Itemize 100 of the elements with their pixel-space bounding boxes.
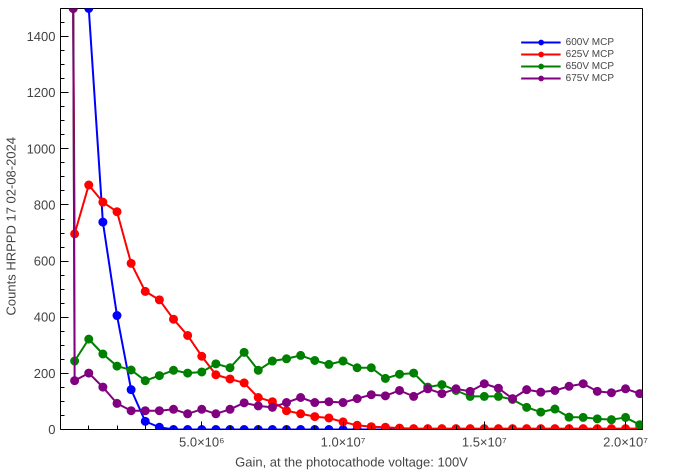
point	[564, 382, 574, 391]
point	[437, 389, 446, 398]
point	[621, 412, 630, 422]
point	[112, 398, 122, 408]
point	[536, 408, 546, 417]
point	[183, 330, 192, 340]
y-tick-label: 400	[34, 310, 56, 325]
point	[366, 363, 376, 372]
point	[169, 314, 178, 324]
point	[254, 393, 263, 402]
x-axis-title: Gain, at the photocathode voltage: 100V	[235, 454, 468, 470]
x-tick-label: 2.0×10⁷	[603, 434, 648, 450]
point	[522, 402, 532, 412]
point	[282, 398, 292, 408]
point	[578, 379, 588, 388]
point	[352, 420, 362, 430]
point	[494, 392, 503, 401]
point	[154, 406, 164, 416]
point	[480, 379, 489, 388]
point	[338, 398, 348, 408]
point	[380, 422, 390, 430]
point	[169, 404, 178, 414]
point	[197, 352, 206, 361]
point	[211, 409, 220, 418]
point	[197, 404, 206, 414]
point	[550, 404, 560, 414]
point	[84, 368, 94, 378]
point	[338, 356, 348, 366]
point	[140, 406, 150, 416]
x-tick-label: 5.0×10⁶	[179, 434, 225, 450]
point	[296, 350, 306, 360]
point	[226, 404, 235, 414]
point	[296, 393, 306, 402]
point	[310, 398, 320, 408]
legend-label: 600V MCP	[566, 36, 614, 48]
point	[126, 406, 136, 416]
legend-label: 650V MCP	[566, 60, 614, 72]
point	[592, 386, 602, 396]
point	[140, 416, 150, 426]
point	[226, 363, 235, 372]
point	[70, 376, 80, 386]
point	[324, 397, 334, 406]
point	[352, 363, 362, 372]
point	[98, 198, 108, 207]
point	[154, 295, 164, 304]
point	[240, 348, 249, 357]
point	[296, 409, 306, 418]
point	[98, 350, 108, 358]
point	[211, 370, 220, 380]
y-tick-label: 0	[48, 422, 56, 437]
point	[112, 311, 122, 320]
point	[437, 380, 446, 390]
point	[140, 376, 150, 386]
point	[268, 402, 277, 412]
point	[352, 394, 362, 404]
point	[338, 417, 348, 426]
point	[536, 388, 546, 397]
point	[268, 356, 277, 366]
point	[522, 385, 532, 394]
point	[395, 386, 404, 395]
point	[226, 374, 235, 384]
point	[183, 409, 192, 418]
point	[380, 374, 390, 383]
point	[494, 384, 503, 393]
x-tick-label: 1.5×10⁷	[462, 434, 507, 450]
point	[409, 392, 418, 401]
y-tick-label: 200	[34, 366, 56, 381]
point	[126, 258, 136, 268]
point	[84, 334, 94, 344]
point	[366, 422, 376, 430]
point	[140, 286, 150, 296]
legend-label: 675V MCP	[566, 72, 614, 84]
point	[366, 390, 376, 400]
point	[395, 370, 404, 379]
x-tick-label: 1.0×10⁷	[320, 434, 366, 450]
legend-label: 625V MCP	[566, 48, 614, 60]
point	[154, 371, 164, 380]
point	[112, 362, 122, 371]
point	[98, 218, 108, 227]
point	[466, 386, 475, 396]
y-axis-title: Counts HRPPD 17 02-08-2024	[4, 136, 19, 316]
y-tick-label: 1400	[26, 29, 56, 44]
point	[183, 368, 192, 378]
point	[84, 180, 94, 190]
point	[310, 356, 320, 365]
point	[550, 386, 560, 395]
point	[578, 412, 588, 422]
point	[169, 366, 178, 375]
y-tick-label: 800	[34, 197, 56, 212]
point	[240, 398, 249, 408]
point	[98, 382, 108, 392]
point	[197, 367, 206, 376]
y-tick-label: 1200	[26, 85, 56, 100]
point	[126, 385, 136, 394]
point	[211, 359, 220, 368]
point	[621, 384, 630, 394]
point	[324, 414, 334, 422]
point	[254, 401, 263, 410]
point	[282, 354, 292, 364]
point	[324, 360, 334, 369]
